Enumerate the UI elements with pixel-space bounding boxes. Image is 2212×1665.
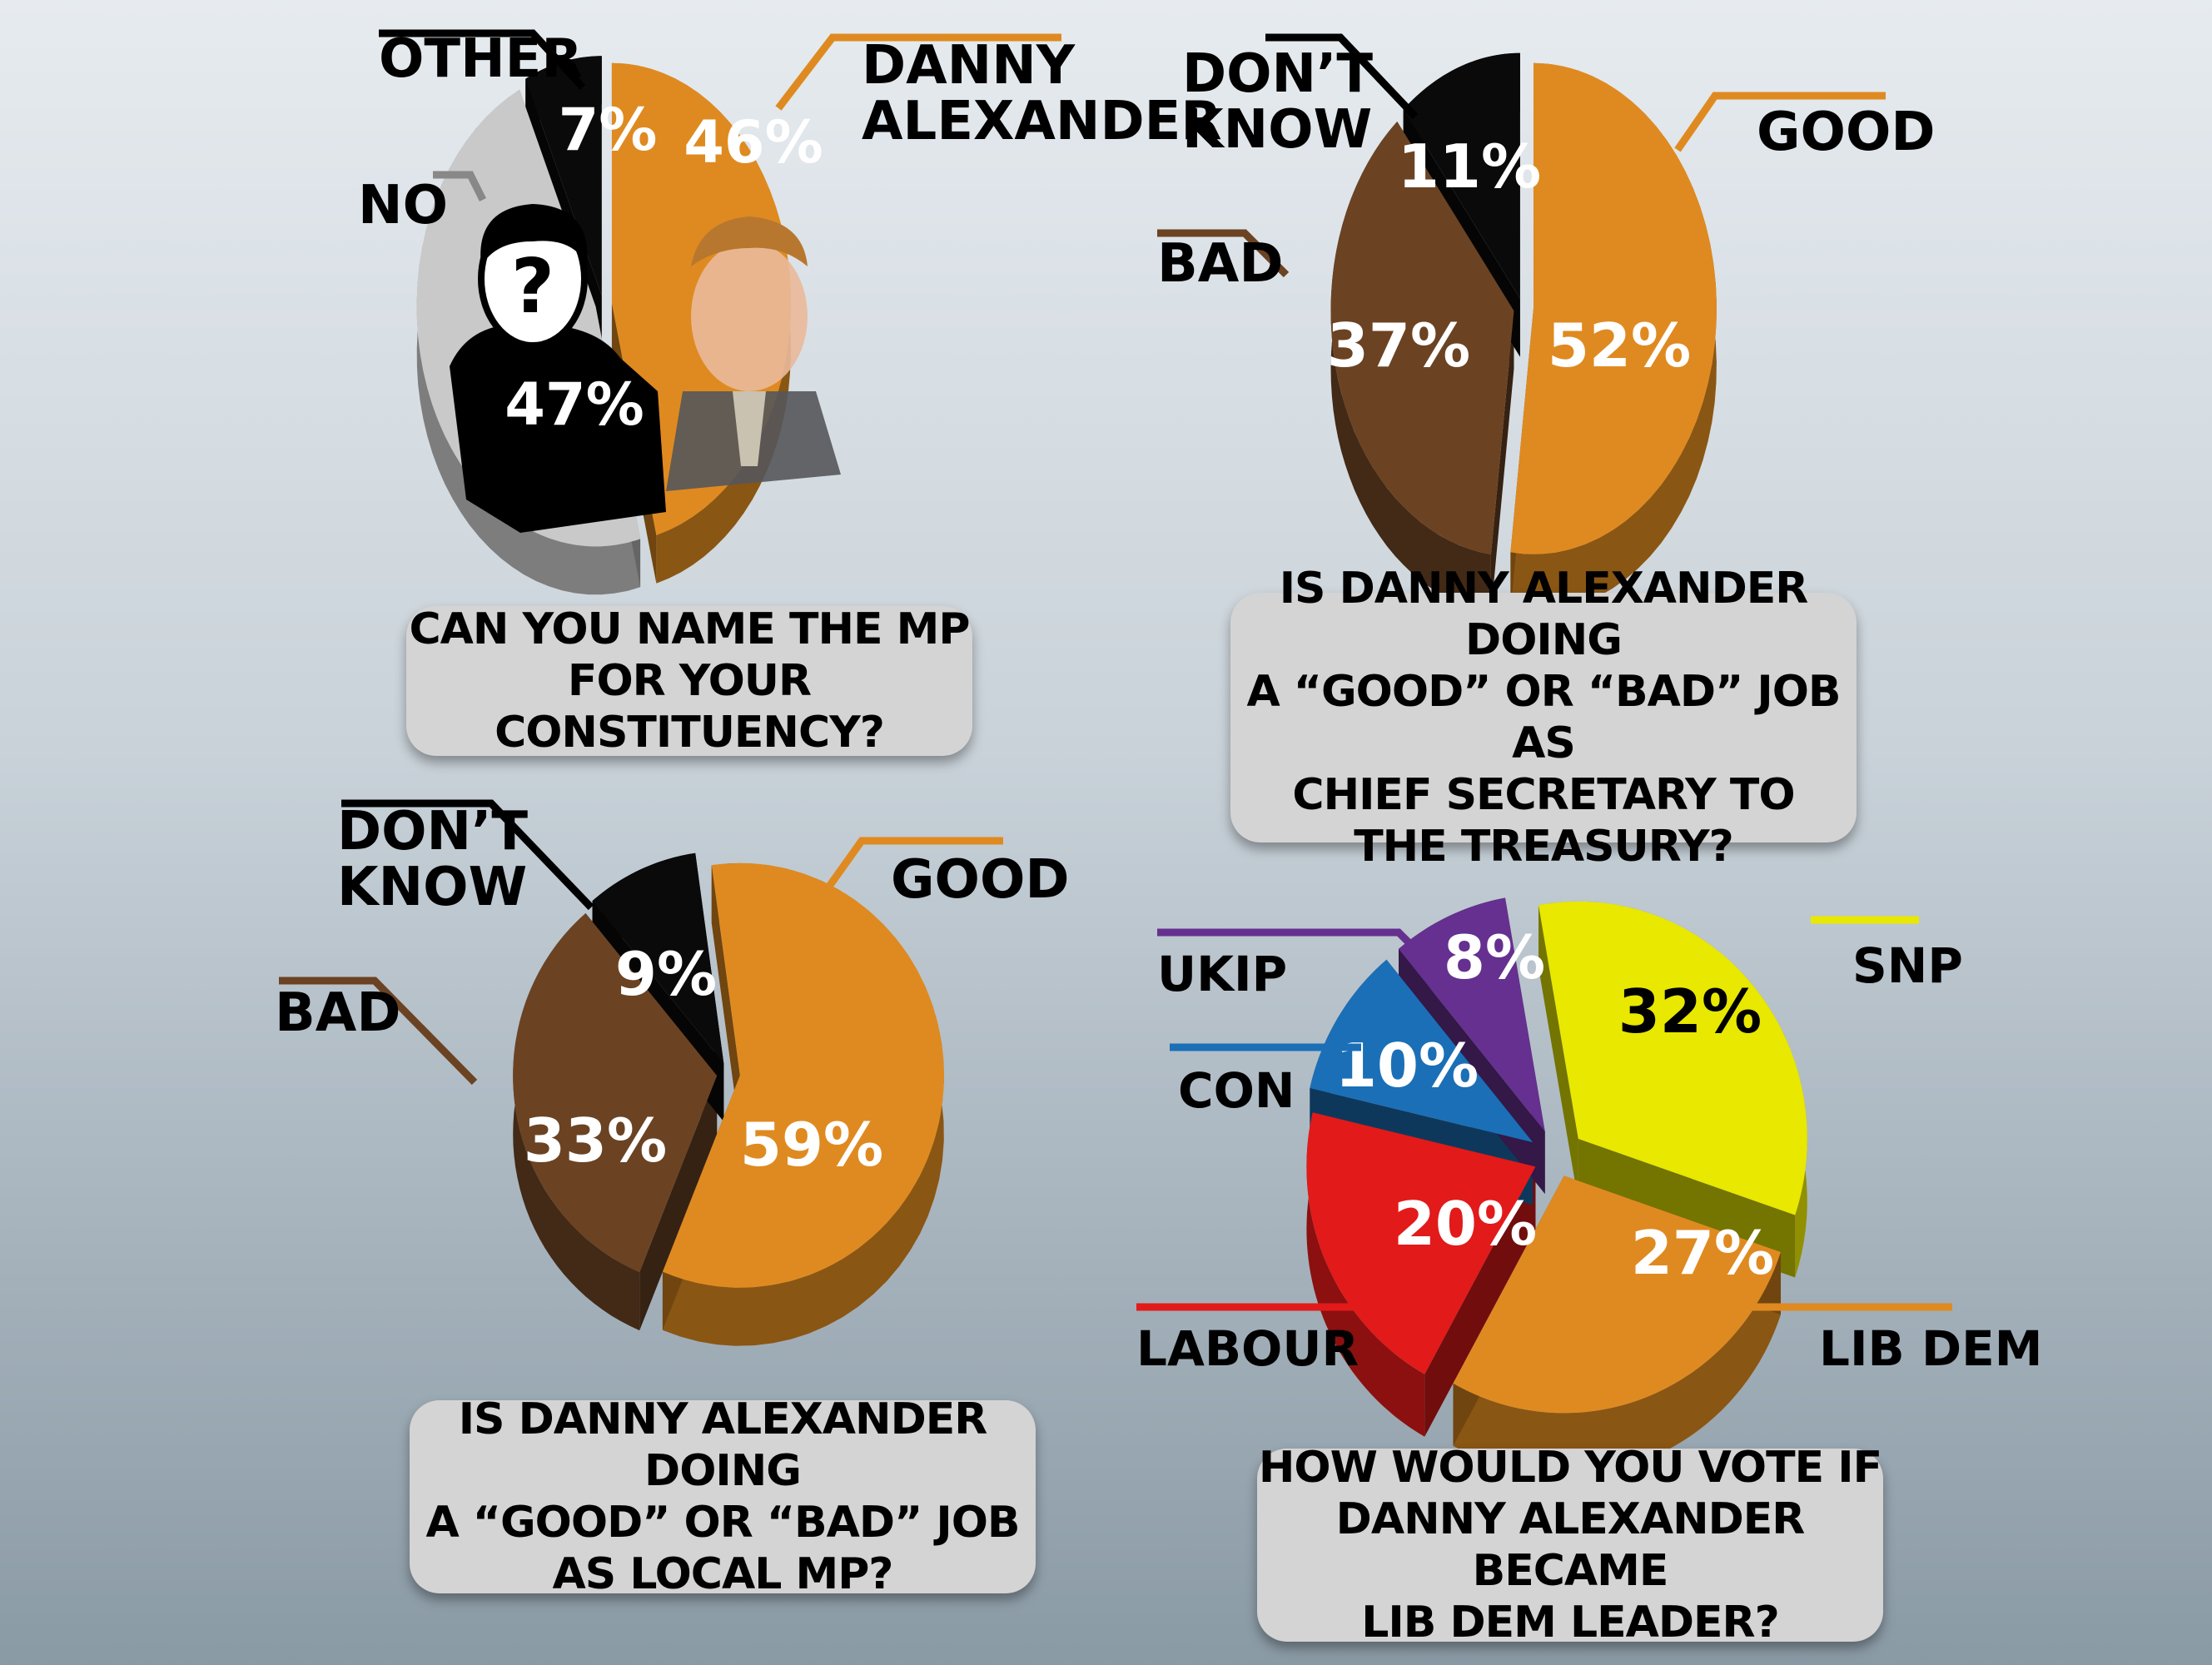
pct-label-lib-dem: 27%: [1631, 1218, 1774, 1288]
pct-label-bad: 33%: [524, 1106, 667, 1175]
category-label-bad: BAD: [1157, 233, 1283, 295]
pct-label-labour: 20%: [1394, 1189, 1537, 1259]
category-label-lib-dem: LIB DEM: [1819, 1320, 2042, 1377]
pie-slice-good: [1510, 62, 1717, 554]
leader-line-don-t-know: [341, 799, 594, 911]
pct-label-good: 59%: [740, 1110, 883, 1180]
pct-label-no: 47%: [505, 370, 644, 439]
leader-line-bad: [279, 977, 478, 1086]
pie-cut-face: [1538, 905, 1578, 1201]
chart-vote-lib-dem-leader: 32% 27% 20% 10% 8% SNP LIB DEM LABOUR CON UKIP: [1136, 897, 2042, 1476]
leader-line-no: [433, 171, 487, 202]
pie-slice-bad: [513, 913, 718, 1273]
pct-label-con: 10%: [1335, 1031, 1479, 1101]
question-box-local-mp: IS DANNY ALEXANDER DOING A “GOOD” OR “BA…: [410, 1394, 1036, 1599]
pie-side-bad: [1330, 122, 1491, 613]
question-box-chief-secretary: IS DANNY ALEXANDER DOING A “GOOD” OR “BA…: [1230, 564, 1857, 872]
question-text-name-mp: CAN YOU NAME THE MP FOR YOUR CONSTITUENC…: [409, 604, 971, 758]
pct-label-don-t-know: 11%: [1398, 132, 1541, 201]
leader-line-good: [817, 837, 1003, 902]
unknown-person-icon: ?: [450, 204, 666, 533]
pie-cut-face: [639, 1076, 718, 1331]
category-label-no: NO: [358, 175, 448, 236]
pie-slice-don-t-know: [592, 852, 724, 1064]
leader-line-don-t-know: [1265, 33, 1419, 120]
pct-label-good: 52%: [1548, 311, 1691, 380]
leader-line-ukip: [1157, 928, 1435, 969]
pie-cut-face: [1424, 1166, 1536, 1437]
pct-label-ukip: 8%: [1444, 922, 1545, 992]
pie-cut-face: [711, 865, 740, 1134]
category-label-danny-alexander: DANNY ALEXANDER: [862, 35, 1222, 152]
chart-name-mp: ? 46% 47% 7% DANNY ALEXANDER NO OTHER: [358, 28, 1222, 595]
category-label-other: OTHER: [379, 28, 583, 90]
category-label-don-t-know: DON’T KNOW: [1182, 43, 1373, 161]
leader-line-good: [1674, 92, 1886, 152]
pie-slice-ukip: [1399, 897, 1545, 1132]
pct-label-don-t-know: 9%: [615, 939, 717, 1009]
pie-slice-con: [1310, 959, 1533, 1143]
question-box-name-mp: CAN YOU NAME THE MP FOR YOUR CONSTITUENC…: [406, 604, 972, 758]
pie-side-lib-dem: [1453, 1252, 1781, 1476]
question-text-chief-secretary: IS DANNY ALEXANDER DOING A “GOOD” OR “BA…: [1246, 564, 1841, 872]
pct-label-danny-alexander: 46%: [683, 108, 823, 176]
svg-text:?: ?: [511, 243, 554, 331]
chart-job-local-mp: 59% 33% 9% GOOD BAD DON’T KNOW: [275, 799, 1069, 1346]
category-label-ukip: UKIP: [1157, 946, 1287, 1002]
leader-line-other: [379, 29, 586, 91]
danny-alexander-photo: [666, 216, 841, 491]
question-text-lib-dem-leader: HOW WOULD YOU VOTE IF DANNY ALEXANDER BE…: [1258, 1443, 1882, 1648]
pct-label-snp: 32%: [1618, 977, 1762, 1046]
pie-cut-face: [1490, 311, 1514, 614]
category-label-don-t-know: DON’T KNOW: [337, 801, 528, 918]
pie-side-labour: [1306, 1112, 1425, 1437]
pie-slice-labour: [1306, 1112, 1536, 1374]
pie-side-good: [662, 863, 944, 1346]
category-label-bad: BAD: [275, 982, 400, 1044]
pct-label-other: 7%: [559, 96, 658, 164]
pie-slice-don-t-know: [1403, 52, 1520, 299]
category-label-labour: LABOUR: [1136, 1320, 1359, 1377]
chart-job-chief-secretary: 52% 37% 11% GOOD BAD DON’T KNOW: [1157, 33, 1935, 614]
category-label-good: GOOD: [1757, 102, 1935, 163]
category-label-snp: SNP: [1852, 937, 1963, 994]
pct-label-bad: 37%: [1327, 311, 1470, 380]
category-label-con: CON: [1178, 1062, 1295, 1119]
pie-slice-lib-dem: [1453, 1175, 1782, 1414]
category-label-good: GOOD: [891, 849, 1069, 911]
pie-slice-bad: [1330, 122, 1514, 555]
pie-slice-snp: [1538, 901, 1807, 1215]
pie-slice-good: [662, 862, 944, 1288]
pie-side-good: [1510, 62, 1717, 613]
leader-line-danny-alexander: [775, 33, 1061, 111]
question-text-local-mp: IS DANNY ALEXANDER DOING A “GOOD” OR “BA…: [425, 1394, 1020, 1599]
leader-line-bad: [1157, 229, 1290, 278]
question-box-lib-dem-leader: HOW WOULD YOU VOTE IF DANNY ALEXANDER BE…: [1257, 1443, 1883, 1648]
